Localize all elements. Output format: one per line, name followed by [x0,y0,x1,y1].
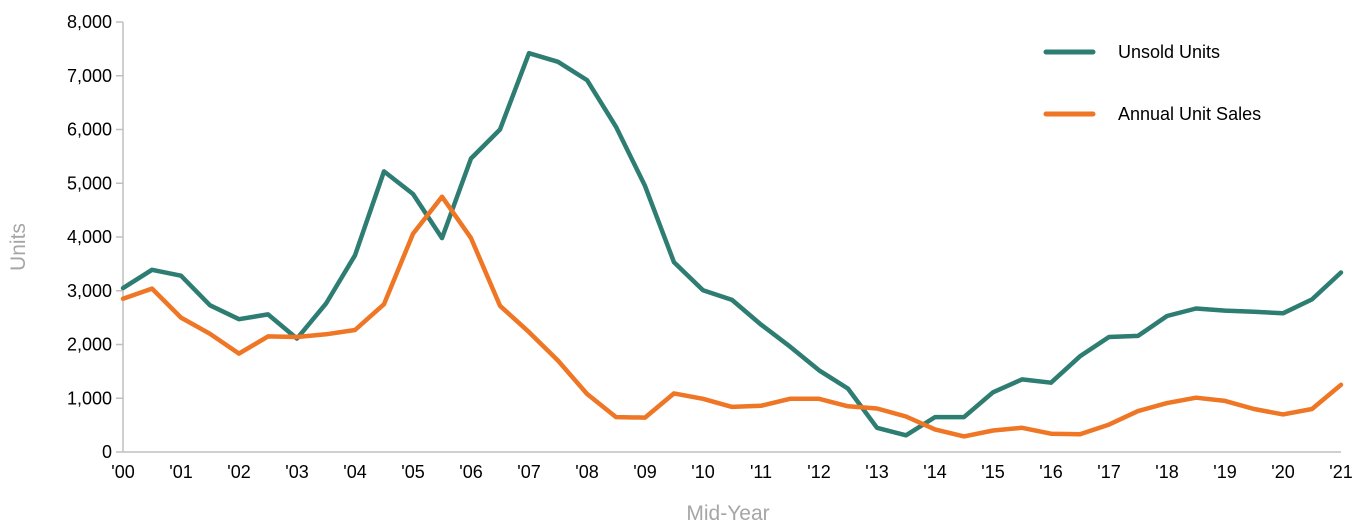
x-tick-label: '06 [459,462,482,482]
y-tick-label: 0 [102,442,112,462]
x-tick-label: '11 [750,462,772,482]
x-tick-label: '02 [227,462,250,482]
x-tick-label: '13 [865,462,888,482]
x-tick-label: '15 [981,462,1004,482]
series-line-annual-unit-sales [120,194,1344,439]
x-tick-label: '09 [633,462,656,482]
x-tick-label: '21 [1329,462,1352,482]
x-axis-title: Mid-Year [686,502,769,525]
x-tick-label: '00 [111,462,134,482]
y-tick-label: 8,000 [67,12,112,32]
x-tick-label: '10 [691,462,714,482]
y-tick-labels: 0 1,000 2,000 3,000 4,000 5,000 6,000 7,000 8,00… [67,12,123,462]
y-axis-title: Units [7,223,30,271]
series-line-unsold-units [120,50,1344,438]
x-tick-label: '19 [1213,462,1236,482]
legend-label-unsold-units: Unsold Units [1118,42,1220,62]
x-tick-label: '14 [923,462,946,482]
legend-label-annual-unit-sales: Annual Unit Sales [1118,104,1261,124]
y-tick-label: 2,000 [67,335,112,355]
y-tick-label: 1,000 [67,388,112,408]
x-tick-label: '01 [169,462,192,482]
x-tick-label: '07 [517,462,540,482]
x-tick-label: '08 [575,462,598,482]
x-tick-label: '17 [1097,462,1120,482]
y-tick-label: 5,000 [67,173,112,193]
x-tick-labels: '00 '01 '02 '03 '04 '05 '06 '07 '08 '09 '10 '11 '12 '… [111,462,1352,482]
x-tick-label: '12 [807,462,830,482]
y-tick-label: 3,000 [67,281,112,301]
y-tick-label: 4,000 [67,227,112,247]
legend: Unsold Units Annual Unit Sales [1043,42,1261,124]
y-tick-label: 7,000 [67,66,112,86]
x-tick-label: '20 [1271,462,1294,482]
series-lines [120,50,1344,439]
x-tick-label: '18 [1155,462,1178,482]
x-tick-label: '16 [1039,462,1062,482]
x-tick-label: '05 [401,462,424,482]
x-tick-label: '03 [285,462,308,482]
x-tick-label: '04 [343,462,366,482]
y-tick-label: 6,000 [67,120,112,140]
